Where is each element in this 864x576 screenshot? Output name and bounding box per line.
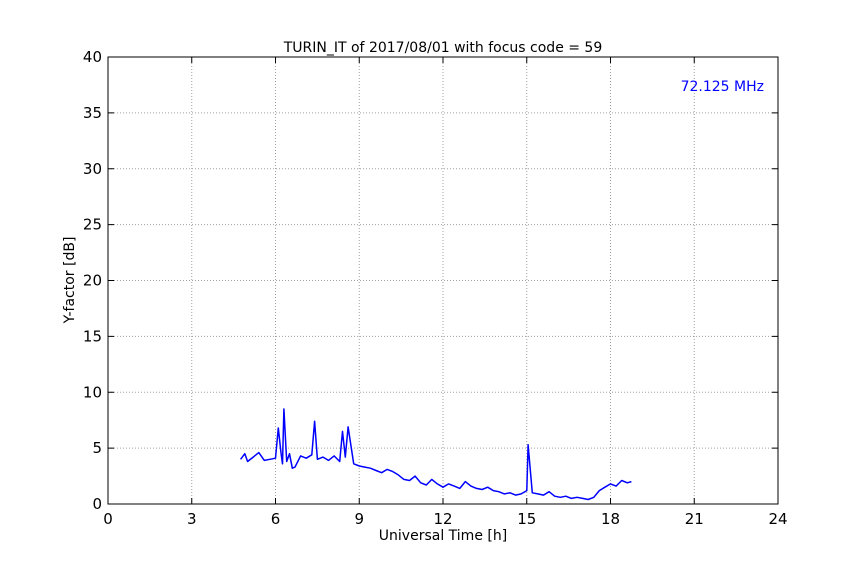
y-axis-label: Y-factor [dB]: [62, 237, 78, 325]
x-tick-label: 24: [768, 510, 787, 528]
series-layer: [240, 408, 632, 501]
y-tick-label: 15: [83, 327, 102, 345]
x-tick-label: 18: [601, 510, 620, 528]
x-tick-label: 9: [354, 510, 364, 528]
ticks: 0 3 6 9 12 15 18 21 24 0 5 10 15 20 25 30 35 40: [83, 48, 788, 528]
y-tick-label: 40: [83, 48, 102, 66]
x-tick-label: 15: [517, 510, 536, 528]
x-axis-label: Universal Time [h]: [379, 528, 507, 544]
x-tick-label: 12: [433, 510, 452, 528]
frequency-annotation: 72.125 MHz: [681, 79, 764, 95]
series-line: [240, 408, 632, 501]
y-tick-label: 20: [83, 272, 102, 290]
x-tick-label: 0: [103, 510, 113, 528]
x-tick-label: 21: [685, 510, 704, 528]
x-tick-label: 6: [271, 510, 281, 528]
y-tick-label: 10: [83, 383, 102, 401]
chart-title: TURIN_IT of 2017/08/01 with focus code =…: [283, 40, 603, 56]
y-tick-label: 25: [83, 216, 102, 234]
x-tick-label: 3: [187, 510, 197, 528]
y-tick-label: 30: [83, 160, 102, 178]
y-tick-label: 35: [83, 104, 102, 122]
grid: [108, 57, 778, 504]
y-tick-label: 0: [92, 495, 102, 513]
y-tick-label: 5: [92, 439, 102, 457]
